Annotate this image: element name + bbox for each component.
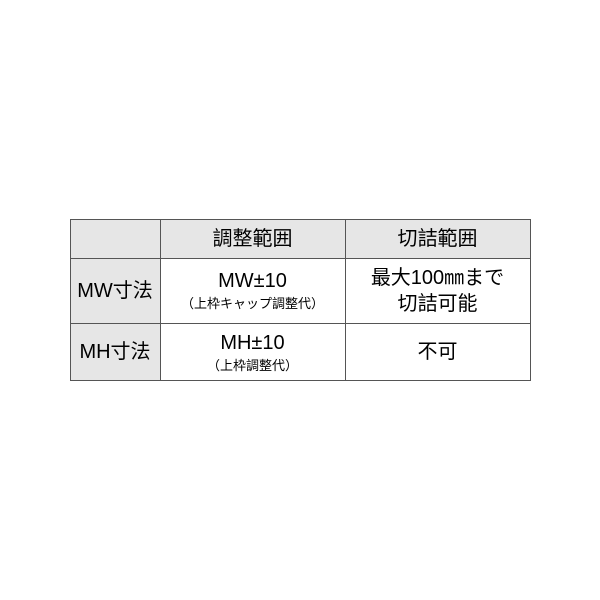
cell-mh-adjust: MH±10 （上枠調整代） (160, 323, 345, 381)
row-label-mw: MW寸法 (70, 258, 160, 323)
header-corner (70, 219, 160, 258)
spec-table: 調整範囲 切詰範囲 MW寸法 MW±10 （上枠キャップ調整代） 最大100㎜ま… (70, 219, 531, 382)
cell-mw-cut: 最大100㎜まで 切詰可能 (345, 258, 530, 323)
table-header-row: 調整範囲 切詰範囲 (70, 219, 530, 258)
table-row: MH寸法 MH±10 （上枠調整代） 不可 (70, 323, 530, 381)
cell-mh-cut: 不可 (345, 323, 530, 381)
table-row: MW寸法 MW±10 （上枠キャップ調整代） 最大100㎜まで 切詰可能 (70, 258, 530, 323)
cell-main: MW±10 (218, 270, 287, 292)
cell-line1: 最大100㎜まで (371, 267, 504, 289)
cell-sub: （上枠キャップ調整代） (165, 296, 341, 313)
header-adjust-range: 調整範囲 (160, 219, 345, 258)
cell-mw-adjust: MW±10 （上枠キャップ調整代） (160, 258, 345, 323)
cell-line2: 切詰可能 (398, 293, 478, 315)
cell-sub: （上枠調整代） (165, 358, 341, 375)
cell-main: MH±10 (220, 332, 284, 354)
row-label-mh: MH寸法 (70, 323, 160, 381)
header-cut-range: 切詰範囲 (345, 219, 530, 258)
